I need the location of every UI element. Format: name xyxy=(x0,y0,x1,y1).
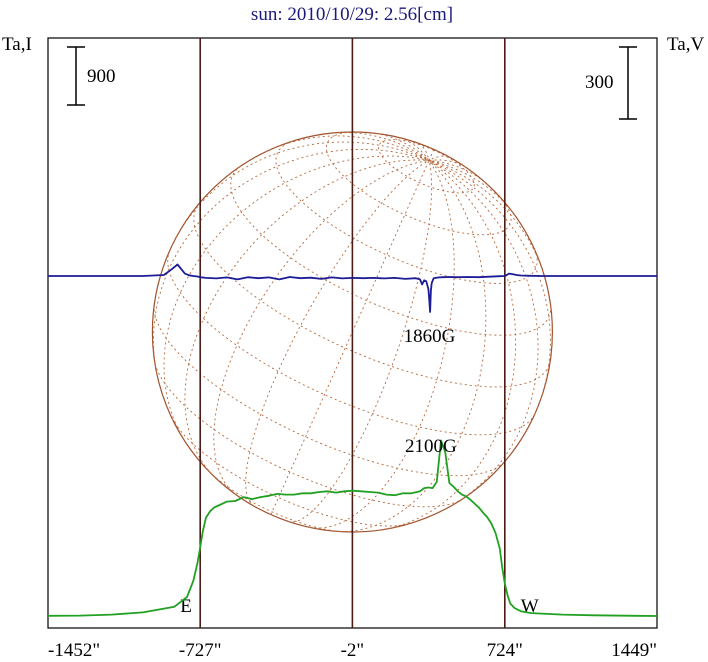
latitude-line xyxy=(275,140,538,284)
scale-bar-right: 300 xyxy=(585,46,637,120)
x-tick-label: -727" xyxy=(179,640,222,661)
scale-bars: 900 300 xyxy=(67,46,637,120)
longitude-line xyxy=(428,155,449,161)
scale-bar-right-label: 300 xyxy=(585,72,614,93)
polarization-series-line xyxy=(48,263,657,313)
longitude-line xyxy=(288,160,433,523)
x-tick-label: 1449" xyxy=(611,640,657,661)
longitude-line xyxy=(213,160,430,495)
longitude-line xyxy=(428,149,435,161)
longitude-line xyxy=(383,160,517,530)
longitude-line xyxy=(153,148,430,374)
longitude-line xyxy=(340,160,487,532)
longitude-line xyxy=(428,160,547,282)
longitude-line xyxy=(245,160,430,507)
field-strength-annotation: 1860G xyxy=(404,326,456,347)
longitude-line xyxy=(184,159,430,475)
longitude-line xyxy=(428,159,466,168)
latitude-line xyxy=(325,131,512,236)
longitude-line xyxy=(428,160,489,186)
latitude-line xyxy=(208,470,345,533)
scale-bar-left: 900 xyxy=(67,46,116,106)
field-strength-annotation: 2100G xyxy=(405,436,457,457)
latitude-line xyxy=(230,165,552,336)
longitude-line xyxy=(163,155,430,441)
intensity-series-line xyxy=(47,439,658,617)
latitude-line xyxy=(167,250,536,436)
solar-disk-grid xyxy=(151,131,553,533)
latitude-line xyxy=(153,304,506,477)
longitude-line xyxy=(428,160,516,217)
x-tick-label: 724" xyxy=(487,640,523,661)
scale-bar-left-label: 900 xyxy=(87,66,116,87)
longitude-line xyxy=(370,132,430,161)
latitude-line xyxy=(154,363,461,508)
limb-label: E xyxy=(180,596,192,617)
longitude-line xyxy=(428,160,539,506)
annotations: 1860G 2100G xyxy=(404,326,457,457)
y-axis-label-left: Ta,I xyxy=(2,34,32,55)
chart-title: sun: 2010/10/29: 2.56[cm] xyxy=(251,4,453,25)
x-tick-labels: -1452" -727" -2" 724" 1449" xyxy=(48,640,657,661)
longitude-line xyxy=(399,137,430,161)
longitude-line xyxy=(270,160,430,515)
longitude-line xyxy=(169,141,430,251)
longitude-line xyxy=(418,143,430,161)
y-axis-label-right: Ta,V xyxy=(667,34,704,55)
series-layer xyxy=(47,263,658,617)
longitude-line xyxy=(309,160,455,529)
x-tick-label: -1452" xyxy=(48,640,100,661)
longitude-line xyxy=(428,160,551,414)
longitude-line xyxy=(260,135,430,161)
latitude-line xyxy=(193,205,551,388)
longitude-line xyxy=(329,132,430,161)
x-tick-label: -2" xyxy=(341,640,365,661)
